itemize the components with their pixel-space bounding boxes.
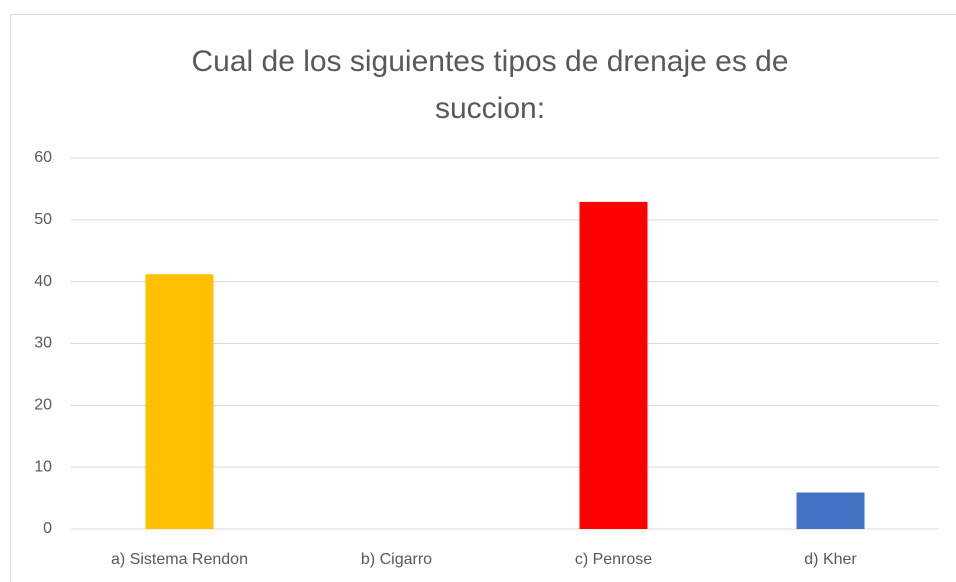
y-tick-label: 30 bbox=[34, 335, 52, 352]
y-tick-label: 0 bbox=[43, 520, 52, 537]
x-tick-label: a) Sistema Rendon bbox=[111, 551, 248, 568]
y-tick-label: 60 bbox=[34, 149, 52, 166]
y-tick-label: 50 bbox=[34, 211, 52, 228]
chart-title: Cual de los siguientes tipos de drenaje … bbox=[191, 45, 789, 125]
x-tick-label: d) Kher bbox=[804, 551, 857, 568]
bar bbox=[796, 492, 865, 529]
chart-border bbox=[10, 14, 956, 582]
x-tick-label: b) Cigarro bbox=[361, 551, 432, 568]
y-tick-label: 10 bbox=[34, 458, 52, 475]
x-tick-label: c) Penrose bbox=[575, 551, 652, 568]
bar bbox=[579, 201, 648, 529]
y-tick-label: 40 bbox=[34, 273, 52, 290]
y-tick-label: 20 bbox=[34, 397, 52, 414]
bar bbox=[145, 274, 214, 529]
